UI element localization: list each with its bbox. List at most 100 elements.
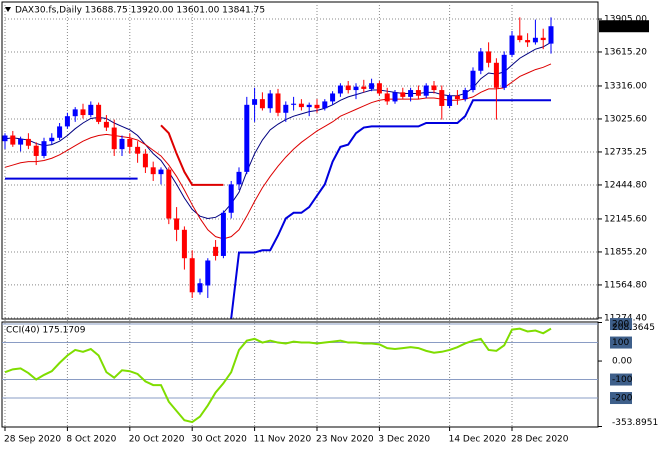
candle-body xyxy=(64,116,70,127)
x-tick-label: 30 Oct 2020 xyxy=(191,435,247,445)
candle-body xyxy=(41,141,47,156)
candle-body xyxy=(275,93,281,113)
level-label: 100 xyxy=(612,338,629,348)
candle-body xyxy=(2,135,8,142)
y-tick-label: 13905.00 xyxy=(604,15,647,25)
candle-body xyxy=(135,146,141,154)
candle-body xyxy=(189,258,195,293)
candle-body xyxy=(49,137,55,142)
candle-body xyxy=(525,40,531,43)
level-label: 200 xyxy=(612,320,629,330)
candle-body xyxy=(127,138,133,147)
stop-line xyxy=(5,99,551,319)
candle-body xyxy=(80,109,86,116)
level-box xyxy=(610,336,632,349)
x-tick-label: 28 Dec 2020 xyxy=(511,435,569,445)
candle-body xyxy=(400,92,406,97)
candle-body xyxy=(478,51,484,71)
x-tick-label: 3 Dec 2020 xyxy=(378,435,430,445)
y-tick-label: 12444.80 xyxy=(604,180,647,190)
candle-body xyxy=(166,169,172,219)
candle-body xyxy=(197,283,203,293)
candle-body xyxy=(361,86,367,89)
candle-body xyxy=(174,218,180,230)
candle-body xyxy=(33,145,39,156)
candle-body xyxy=(345,85,351,91)
candle-body xyxy=(150,167,156,175)
candle-body xyxy=(369,83,375,89)
x-tick-label: 11 Nov 2020 xyxy=(254,435,312,445)
candle-body xyxy=(158,169,164,175)
candle-body xyxy=(431,85,437,91)
candle-body xyxy=(267,93,273,109)
candle-body xyxy=(10,135,16,145)
candle-body xyxy=(306,104,312,108)
price-label: 13841.75 xyxy=(604,22,647,32)
candle-body xyxy=(283,104,289,113)
candle-body xyxy=(103,121,109,128)
ma-line xyxy=(4,63,552,240)
candle-body xyxy=(111,127,117,150)
candle-body xyxy=(252,99,258,105)
candle-body xyxy=(72,109,78,117)
candle-body xyxy=(501,54,507,88)
candle-body xyxy=(220,212,226,256)
candle-body xyxy=(322,101,328,109)
candle-body xyxy=(415,90,421,96)
candle-body xyxy=(298,103,304,108)
x-tick-label: 20 Oct 2020 xyxy=(129,435,185,445)
cci-panel xyxy=(1,321,599,428)
level-box xyxy=(610,392,632,405)
candle-body xyxy=(439,90,445,106)
y-tick-label: 11564.80 xyxy=(604,280,647,290)
level-label: -100 xyxy=(612,375,633,385)
y-tick-label: 13615.20 xyxy=(604,47,647,57)
candle-body xyxy=(486,51,492,63)
candle-body xyxy=(462,90,468,100)
x-tick-label: 14 Dec 2020 xyxy=(449,435,507,445)
y-tick-label: 13316.00 xyxy=(604,81,647,91)
candle-body xyxy=(532,37,538,43)
candle-body xyxy=(353,86,359,91)
y-tick-label: 13025.60 xyxy=(604,114,647,124)
candle-body xyxy=(493,62,499,88)
candle-body xyxy=(392,92,398,102)
candle-body xyxy=(330,93,336,102)
candle-body xyxy=(57,126,63,138)
y-tick-label: -353.8951 xyxy=(612,418,658,428)
candle-body xyxy=(470,70,476,91)
candle-body xyxy=(509,35,515,55)
candle-body xyxy=(236,171,242,185)
y-tick-label: 12735.25 xyxy=(604,147,647,157)
price-box xyxy=(599,20,649,33)
candle-body xyxy=(228,184,234,213)
candle-body xyxy=(259,99,265,109)
candle-body xyxy=(454,95,460,100)
candle-body xyxy=(447,95,453,106)
x-tick-label: 8 Oct 2020 xyxy=(66,435,116,445)
candle-body xyxy=(88,104,94,116)
y-tick-label: 12145.60 xyxy=(604,214,647,224)
candle-body xyxy=(517,35,523,41)
y-tick-label: 11855.20 xyxy=(604,247,647,257)
level-box xyxy=(610,373,632,386)
candle-body xyxy=(540,37,546,41)
candle-body xyxy=(18,138,24,145)
candle-body xyxy=(96,104,102,122)
ma-line xyxy=(4,41,552,219)
y-tick-label: 0.00 xyxy=(612,357,632,367)
level-label: -200 xyxy=(612,394,633,404)
level-box xyxy=(610,318,632,331)
candle-body xyxy=(376,83,382,94)
candle-body xyxy=(213,246,219,256)
candle-body xyxy=(408,90,414,97)
cci-line xyxy=(4,327,552,424)
title-icon xyxy=(5,7,11,12)
candle-body xyxy=(548,26,554,44)
x-tick-label: 23 Nov 2020 xyxy=(316,435,374,445)
candle-body xyxy=(205,260,211,286)
chart-title: DAX30.fs,Daily 13688.75 13920.00 13601.0… xyxy=(15,6,265,16)
candle-body xyxy=(423,85,429,96)
